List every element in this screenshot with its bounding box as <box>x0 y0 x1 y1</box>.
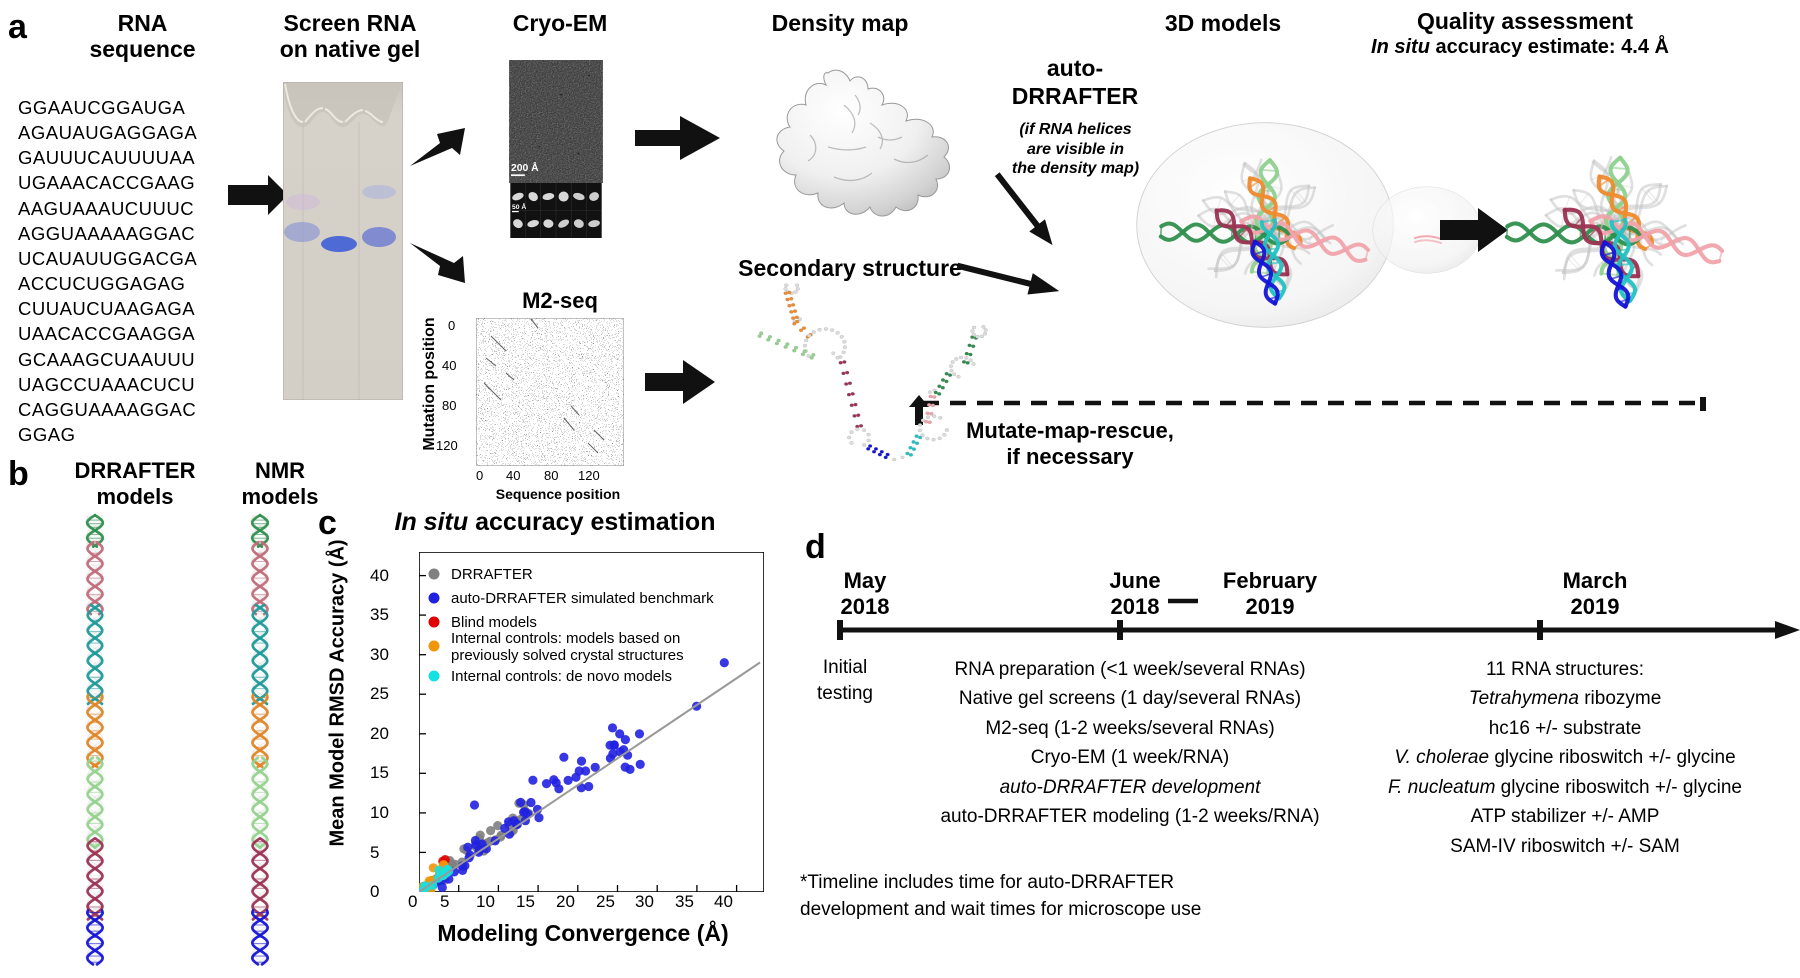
svg-text:Internal controls: models base: Internal controls: models based on <box>451 630 680 647</box>
svg-text:50 Å: 50 Å <box>512 202 526 211</box>
svg-text:auto-DRRAFTER simulated benchm: auto-DRRAFTER simulated benchmark <box>451 590 714 607</box>
svg-text:200 Å: 200 Å <box>511 161 539 174</box>
svg-text:Blind models: Blind models <box>451 614 537 631</box>
svg-text:DRRAFTER: DRRAFTER <box>451 566 533 583</box>
svg-text:previously solved crystal stru: previously solved crystal structures <box>451 647 684 664</box>
svg-text:Internal controls: de novo mod: Internal controls: de novo models <box>451 668 672 685</box>
